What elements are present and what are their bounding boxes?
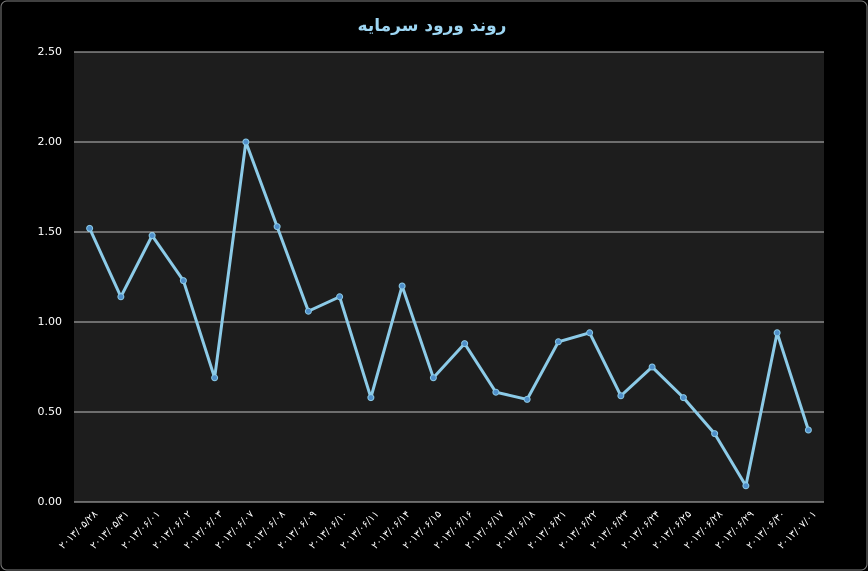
y-tick-label: 2.00 (38, 135, 63, 148)
data-point (648, 363, 656, 371)
data-point (273, 223, 281, 231)
data-point (492, 388, 500, 396)
data-point (617, 392, 625, 400)
data-point (242, 138, 250, 146)
data-point (304, 307, 312, 315)
y-tick-label: 1.00 (38, 315, 63, 328)
data-point (86, 224, 94, 232)
chart-title: روند ورود سرمایه (358, 16, 507, 36)
data-point (773, 329, 781, 337)
data-point (711, 430, 719, 438)
data-point (211, 374, 219, 382)
data-line (88, 140, 810, 488)
data-point (586, 329, 594, 337)
data-point (117, 293, 125, 301)
data-point (804, 426, 812, 434)
y-tick-label: 2.50 (38, 45, 63, 58)
y-tick-label: 1.50 (38, 225, 63, 238)
data-point (148, 232, 156, 240)
data-point (523, 395, 531, 403)
data-point (398, 282, 406, 290)
data-point (429, 374, 437, 382)
data-point (461, 340, 469, 348)
y-tick-label: 0.50 (38, 405, 63, 418)
data-point (742, 482, 750, 490)
data-point (679, 394, 687, 402)
data-point (336, 293, 344, 301)
y-tick-label: 0.00 (38, 495, 63, 508)
plot-area (74, 52, 824, 502)
data-point (554, 338, 562, 346)
data-point (367, 394, 375, 402)
data-point (179, 277, 187, 285)
